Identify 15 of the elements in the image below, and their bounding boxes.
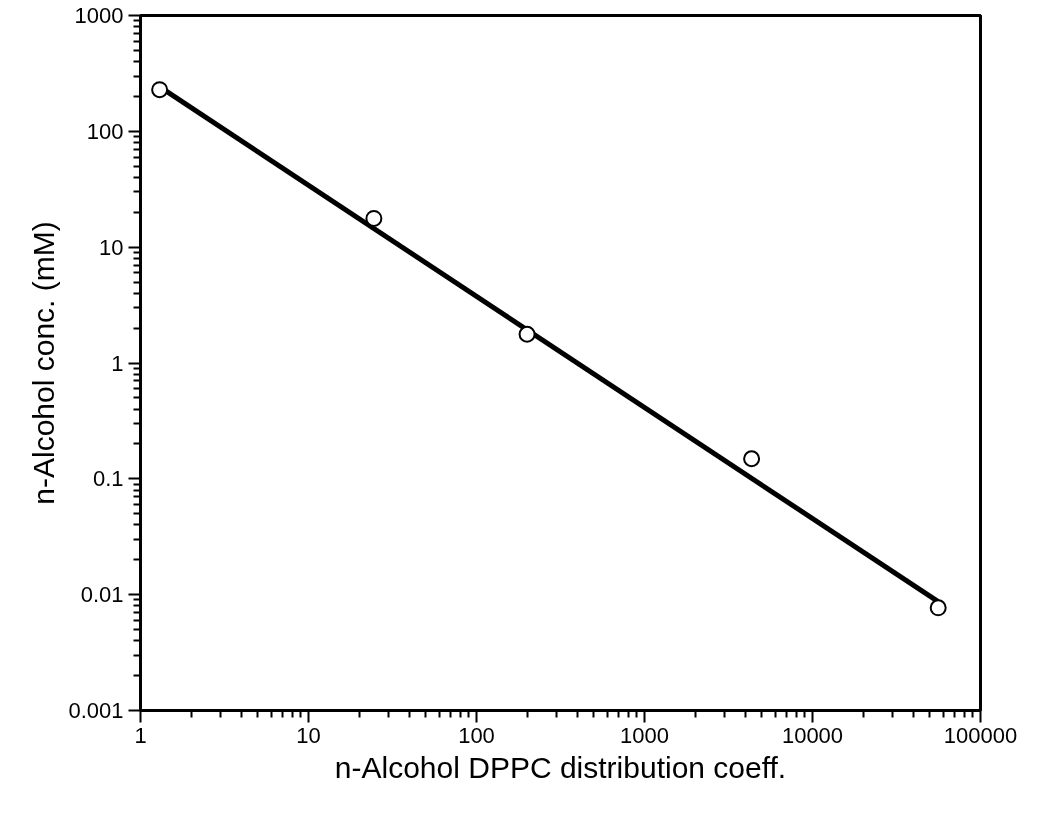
y-tick-label: 0.1 <box>92 466 124 492</box>
x-axis-title: n-Alcohol DPPC distribution coeff. <box>334 750 787 784</box>
x-tick-label: 1000 <box>620 722 669 748</box>
y-tick-label: 10 <box>99 234 124 260</box>
x-tick-label: 1 <box>134 722 147 748</box>
x-tick-label: 100 <box>458 722 495 748</box>
y-tick-label: 1 <box>111 350 124 376</box>
x-tick-label: 100000 <box>943 722 1018 748</box>
y-tick-label: 100 <box>86 118 124 144</box>
x-tick-label: 10 <box>296 722 321 748</box>
y-tick-label: 0.001 <box>68 698 124 723</box>
y-tick-label: 1000 <box>74 3 124 28</box>
y-axis-title: n-Alcohol conc. (mM) <box>27 221 61 505</box>
x-tick-label: 10000 <box>781 722 844 748</box>
y-tick-label: 0.01 <box>80 582 124 608</box>
